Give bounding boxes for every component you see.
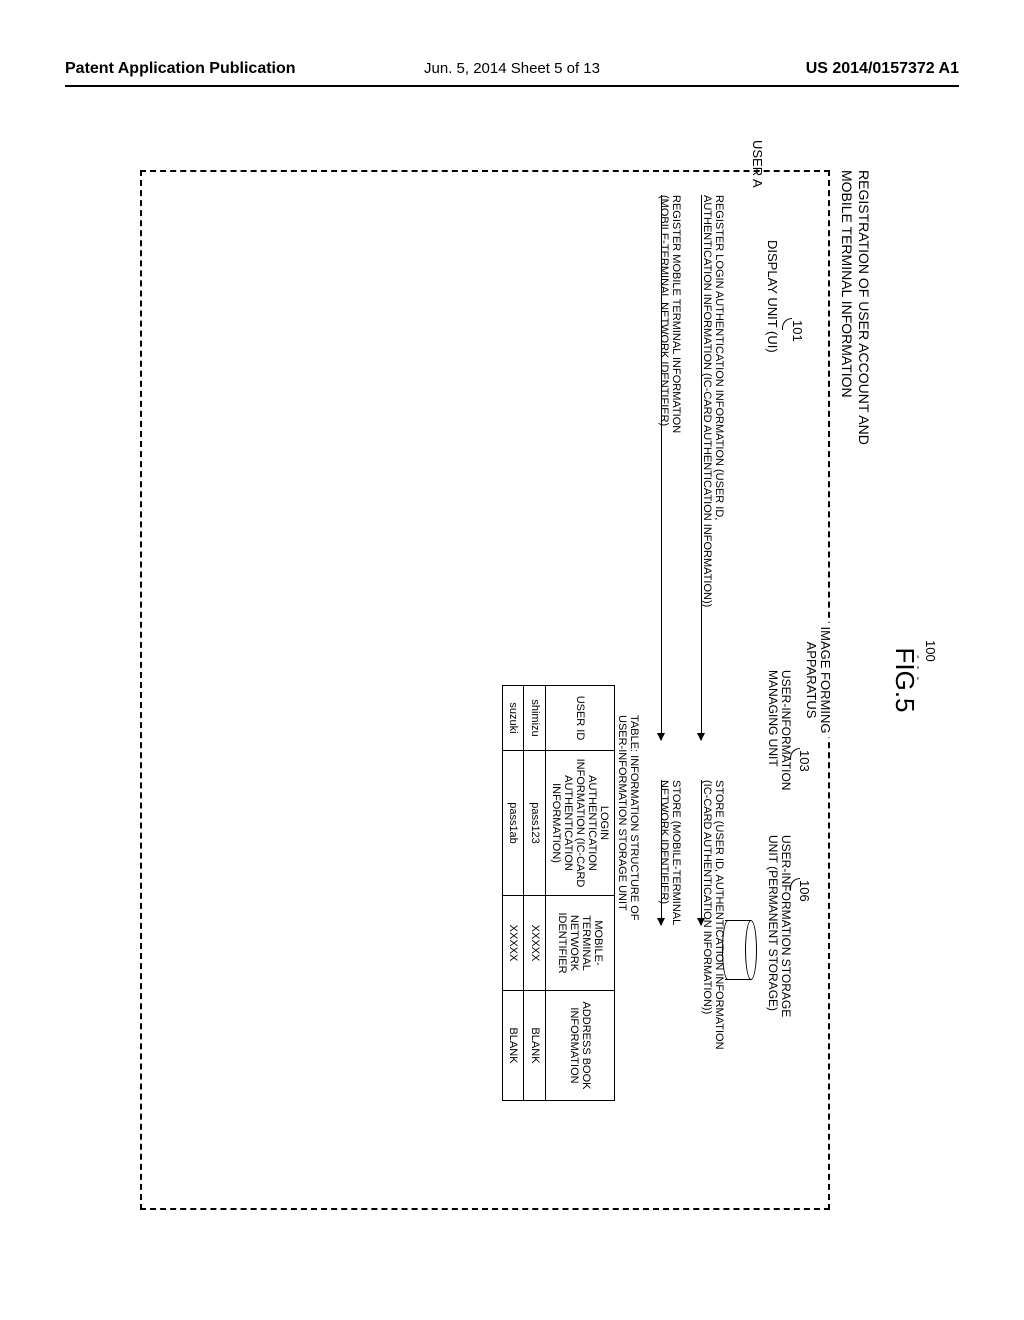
arrow-register-mobile [661, 195, 662, 740]
col-user-id: USER ID [545, 686, 614, 751]
mgmt-line2: MANAGING UNIT [766, 670, 780, 767]
cell-login: pass1ab [503, 751, 524, 896]
col-login-auth: LOGIN AUTHENTICATION INFORMATION (IC-CAR… [545, 751, 614, 896]
header-rule [65, 85, 959, 87]
arrow-register-login-label: REGISTER LOGIN AUTHENTICATION INFORMATIO… [701, 195, 725, 607]
storage-cylinder-icon [722, 920, 757, 980]
apparatus-label-line1: IMAGE FORMING [818, 627, 833, 734]
arrow1-line1: REGISTER LOGIN AUTHENTICATION INFORMATIO… [713, 195, 725, 520]
header-center: Jun. 5, 2014 Sheet 5 of 13 [424, 60, 600, 77]
cell-user-id: suzuki [503, 686, 524, 751]
col-b-l4: INFORMATION) [550, 783, 562, 863]
col-d-l1: ADDRESS BOOK [580, 1001, 592, 1089]
header-left: Patent Application Publication [65, 60, 296, 78]
section-title-line2: MOBILE TERMINAL INFORMATION [839, 170, 855, 398]
apparatus-ref-num: 100 [923, 640, 938, 662]
arrow2-line1: STORE (USER ID, AUTHENTICATION INFORMATI… [713, 780, 725, 1050]
arrow4-line1: STORE (MOBILE-TERMINAL [670, 780, 682, 925]
user-a-label: USER A [750, 140, 765, 188]
cell-user-id: shimizu [524, 686, 545, 751]
arrow1-line2: AUTHENTICATION INFORMATION (IC-CARD AUTH… [701, 195, 713, 607]
user-info-table: USER ID LOGIN AUTHENTICATION INFORMATION… [502, 685, 615, 1101]
arrow-store-auth [701, 780, 702, 925]
col-d-l2: INFORMATION [568, 1007, 580, 1083]
cell-mobile-id: XXXXX [503, 896, 524, 991]
arrow-store-auth-label: STORE (USER ID, AUTHENTICATION INFORMATI… [701, 780, 725, 1050]
table-row: suzuki pass1ab XXXXX BLANK [503, 686, 524, 1101]
apparatus-label: IMAGE FORMING APPARATUS [803, 623, 832, 738]
section-title-line1: REGISTRATION OF USER ACCOUNT AND [856, 170, 872, 445]
storage-unit-label: USER-INFORMATION STORAGE UNIT (PERMANENT… [766, 835, 792, 1017]
apparatus-leader: - - - [912, 655, 924, 682]
col-c-l2: TERMINAL [580, 915, 592, 971]
col-mobile-id: MOBILE- TERMINAL NETWORK IDENTIFIER [545, 896, 614, 991]
col-c-l4: IDENTIFIER [556, 912, 568, 973]
table-title-line1: TABLE: INFORMATION STRUCTURE OF [628, 715, 640, 921]
mgmt-unit-label: USER-INFORMATION MANAGING UNIT [766, 670, 792, 790]
display-unit-label: DISPLAY UNIT (UI) [765, 240, 780, 353]
cell-mobile-id: XXXXX [524, 896, 545, 991]
col-c-l3: NETWORK [568, 915, 580, 971]
table-title-line2: USER-INFORMATION STORAGE UNIT [616, 715, 628, 911]
mgmt-line1: USER-INFORMATION [779, 670, 793, 790]
table-title: TABLE: INFORMATION STRUCTURE OF USER-INF… [616, 715, 640, 921]
figure-5: FIG.5 REGISTRATION OF USER ACCOUNT AND M… [100, 140, 920, 1220]
table-header-row: USER ID LOGIN AUTHENTICATION INFORMATION… [545, 686, 614, 1101]
col-b-l2: INFORMATION (IC-CARD [574, 759, 586, 888]
arrow-store-mobile [661, 780, 662, 925]
col-c-l1: MOBILE- [592, 920, 604, 965]
table-row: shimizu pass123 XXXXX BLANK [524, 686, 545, 1101]
col-address-book: ADDRESS BOOK INFORMATION [545, 991, 614, 1101]
arrow2-line2: (IC-CARD AUTHENTICATION INFORMATION)) [701, 780, 713, 1014]
apparatus-box [140, 170, 830, 1210]
cell-address: BLANK [524, 991, 545, 1101]
arrow3-line2: (MOBILE-TERMINAL NETWORK IDENTIFIER) [658, 195, 670, 426]
cell-address: BLANK [503, 991, 524, 1101]
storage-line2: UNIT (PERMANENT STORAGE) [766, 835, 780, 1011]
storage-line1: USER-INFORMATION STORAGE [779, 835, 793, 1017]
section-title: REGISTRATION OF USER ACCOUNT AND MOBILE … [838, 170, 872, 445]
col-b-l3: AUTHENTICATION [562, 775, 574, 871]
arrow3-line1: REGISTER MOBILE TERMINAL INFORMATION [670, 195, 682, 433]
arrow-register-login [701, 195, 702, 740]
apparatus-label-line2: APPARATUS [804, 642, 819, 719]
header-right: US 2014/0157372 A1 [806, 60, 959, 78]
display-unit-ref-num: 101 [790, 320, 805, 342]
arrow4-line2: NETWORK IDENTIFIER) [658, 780, 670, 904]
cell-login: pass123 [524, 751, 545, 896]
col-b-l1: LOGIN AUTHENTICATION [586, 775, 610, 871]
